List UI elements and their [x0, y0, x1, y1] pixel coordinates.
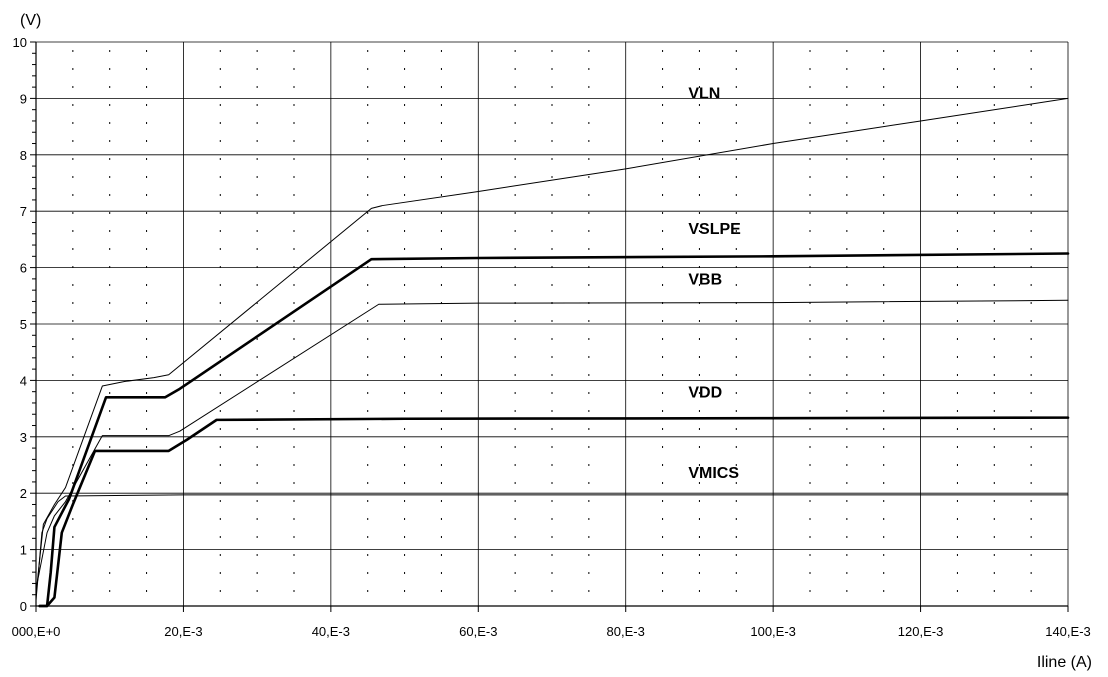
- y-tick-label: 8: [20, 148, 27, 163]
- x-axis-title: Iline (A): [1037, 654, 1092, 671]
- x-tick-label: 20,E-3: [164, 624, 202, 639]
- x-tick-label: 100,E-3: [750, 624, 796, 639]
- x-tick-label: 80,E-3: [607, 624, 645, 639]
- y-tick-label: 6: [20, 261, 27, 276]
- series-label-vslpe: VSLPE: [688, 221, 741, 238]
- y-tick-label: 7: [20, 204, 27, 219]
- series-label-vdd: VDD: [688, 384, 722, 401]
- x-tick-label: 140,E-3: [1045, 624, 1091, 639]
- y-tick-label: 2: [20, 486, 27, 501]
- y-tick-label: 9: [20, 91, 27, 106]
- y-tick-label: 1: [20, 543, 27, 558]
- series-lines: [35, 97, 1070, 608]
- x-tick-label: 40,E-3: [312, 624, 350, 639]
- axes: [30, 41, 1069, 612]
- series-line-vln: [35, 97, 1069, 596]
- x-tick-label: 60,E-3: [459, 624, 497, 639]
- y-tick-label: 0: [20, 599, 27, 614]
- labels: 0 1 2 3 4 5 6 7 8 9 10 000,E+0 20,E-3 40,E-3 60,E-3 80,…: [12, 35, 1091, 639]
- series-label-vln: VLN: [688, 85, 720, 102]
- series-label-vbb: VBB: [688, 272, 722, 289]
- y-tick-label: 3: [20, 430, 27, 445]
- series-line-vdd: [38, 416, 1070, 608]
- y-tick-label: 5: [20, 317, 27, 332]
- x-tick-label: 000,E+0: [12, 624, 61, 639]
- y-tick-label: 10: [13, 35, 27, 50]
- y-tick-label: 4: [20, 373, 27, 388]
- y-axis-title: (V): [20, 12, 41, 29]
- series-line-vbb: [35, 299, 1069, 590]
- grid: [36, 41, 1069, 606]
- series-line-vslpe: [38, 252, 1070, 608]
- series-line-vmics: [35, 494, 1069, 601]
- x-tick-label: 120,E-3: [898, 624, 944, 639]
- series-label-vmics: VMICS: [688, 465, 739, 482]
